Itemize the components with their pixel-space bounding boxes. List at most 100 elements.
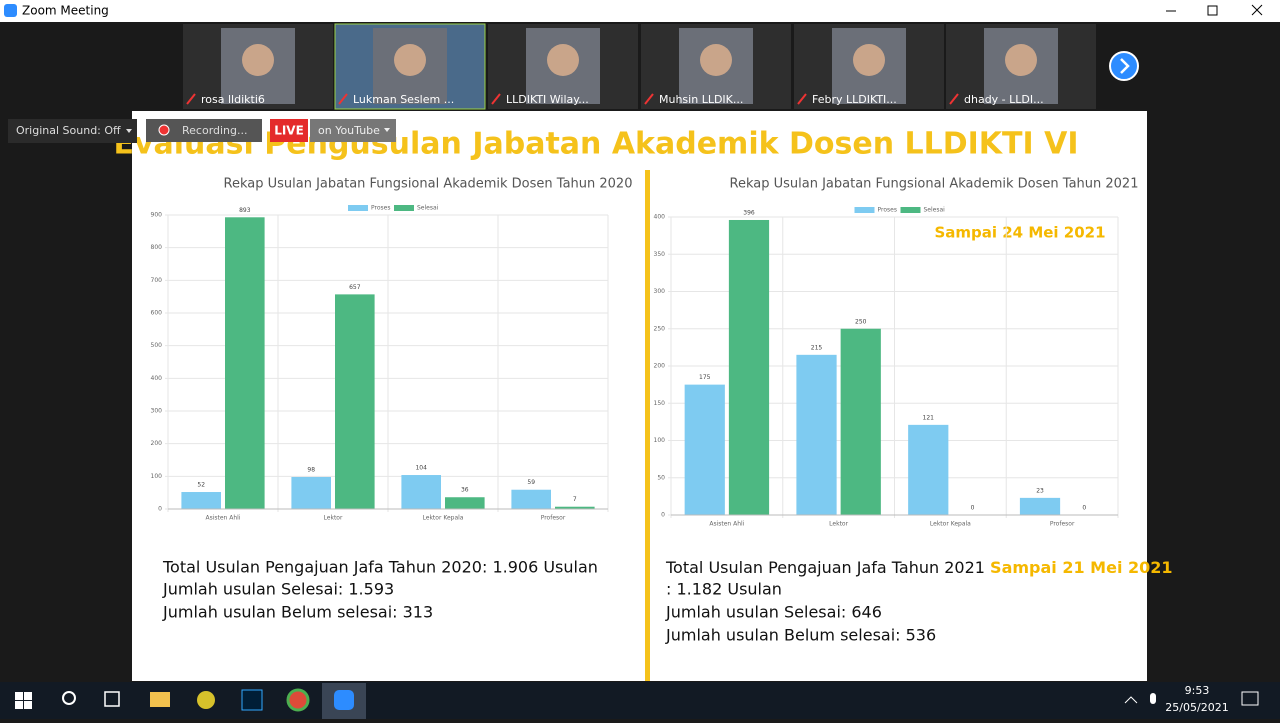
- y-tick-label: 250: [654, 325, 666, 332]
- data-label: 0: [971, 505, 975, 512]
- face: [547, 44, 579, 76]
- y-tick-label: 300: [151, 408, 163, 415]
- data-label: 175: [699, 374, 711, 381]
- participant-name: LLDIKTI Wilay...: [506, 93, 589, 106]
- summary-line: Total Usulan Pengajuan Jafa Tahun 2021 S…: [665, 558, 1173, 577]
- restore[interactable]: [1207, 5, 1218, 16]
- x-tick-label: Asisten Ahli: [709, 521, 744, 528]
- close[interactable]: [1251, 4, 1263, 16]
- y-tick-label: 900: [151, 212, 163, 219]
- chrome-icon[interactable]: [286, 688, 310, 712]
- bar: [401, 475, 441, 509]
- explorer-icon[interactable]: [150, 692, 170, 707]
- bar: [684, 384, 725, 515]
- zoom-icon: [334, 690, 354, 710]
- notifications[interactable]: [1241, 691, 1259, 706]
- legend-swatch: [854, 207, 875, 213]
- y-tick-label: 800: [151, 244, 163, 251]
- data-label: 0: [1082, 505, 1086, 512]
- face: [853, 44, 885, 76]
- legend-swatch: [394, 205, 414, 211]
- mic-muted: [949, 93, 959, 105]
- summary-line: Jumlah usulan Belum selesai: 536: [665, 626, 936, 645]
- x-tick-label: Profesor: [541, 515, 566, 522]
- x-tick-label: Lektor: [829, 521, 848, 528]
- data-label: 396: [743, 209, 755, 216]
- y-tick-label: 400: [151, 375, 163, 382]
- participant-strip: rosa lldikti6 Lukman Seslem ... LLDIKTI Wi…: [183, 23, 1096, 110]
- next-page[interactable]: [1109, 51, 1139, 81]
- mic-muted: [797, 93, 807, 105]
- live-label: LIVE: [274, 124, 304, 138]
- photoshop-icon[interactable]: [241, 689, 263, 711]
- legend-swatch: [348, 205, 368, 211]
- stream-dropdown[interactable]: [384, 128, 390, 132]
- summary-highlight: Sampai 21 Mei 2021: [990, 558, 1173, 577]
- live-badge: [270, 119, 308, 142]
- data-label: 657: [349, 284, 361, 291]
- bar: [225, 217, 265, 509]
- data-label: 250: [855, 318, 867, 325]
- y-tick-label: 700: [151, 277, 163, 284]
- bar: [908, 424, 949, 515]
- summary-line: Total Usulan Pengajuan Jafa Tahun 2020: …: [162, 558, 598, 577]
- bar: [728, 219, 770, 516]
- recording-box: [146, 119, 262, 142]
- x-tick-label: Lektor Kepala: [930, 521, 971, 528]
- y-tick-label: 350: [654, 251, 666, 258]
- data-label: 121: [923, 414, 935, 421]
- clock-time: 9:53: [1185, 684, 1210, 697]
- clock-date: 25/05/2021: [1165, 701, 1228, 714]
- data-label: 7: [573, 496, 577, 503]
- y-tick-label: 50: [657, 474, 665, 481]
- sound-button[interactable]: [8, 119, 137, 143]
- data-label: 104: [415, 465, 427, 472]
- face: [242, 44, 274, 76]
- summary-line: Jumlah usulan Selesai: 1.593: [162, 580, 394, 599]
- bar: [335, 294, 375, 509]
- participant-name: Muhsin LLDIK...: [659, 93, 743, 106]
- y-tick-label: 500: [151, 342, 163, 349]
- chart-title: Rekap Usulan Jabatan Fungsional Akademik…: [224, 177, 633, 192]
- y-tick-label: 300: [654, 288, 666, 295]
- participant-name: Lukman Seslem ...: [353, 93, 454, 106]
- summary-line: Jumlah usulan Belum selesai: 313: [162, 603, 433, 622]
- summary-line: : 1.182 Usulan: [666, 580, 782, 599]
- summary-line: Jumlah usulan Selesai: 646: [665, 603, 882, 622]
- charts: Rekap Usulan Jabatan Fungsional Akademik…: [151, 177, 1139, 528]
- next-arrow: [1120, 58, 1130, 74]
- data-label: 52: [197, 482, 205, 489]
- x-tick-label: Asisten Ahli: [205, 515, 240, 522]
- mic-muted: [644, 93, 654, 105]
- slide: [132, 111, 1147, 681]
- tray-chevron[interactable]: [1124, 696, 1138, 704]
- app-icon[interactable]: [197, 691, 215, 709]
- task-view[interactable]: [104, 691, 120, 707]
- annotation: Sampai 24 Mei 2021: [934, 224, 1105, 242]
- start-button[interactable]: [15, 692, 32, 709]
- sound-label: Original Sound: Off: [16, 124, 121, 137]
- y-tick-label: 200: [654, 363, 666, 370]
- mic-muted: [186, 93, 196, 105]
- data-label: 98: [307, 466, 315, 473]
- y-tick-label: 400: [654, 214, 666, 221]
- y-tick-label: 0: [661, 512, 665, 519]
- stream-button[interactable]: [310, 119, 396, 142]
- divider: [645, 170, 650, 681]
- mic-muted: [491, 93, 501, 105]
- y-tick-label: 150: [654, 400, 666, 407]
- face: [394, 44, 426, 76]
- search-icon[interactable]: [62, 691, 76, 705]
- bar: [840, 328, 881, 515]
- participant-name: Febry LLDIKTI...: [812, 93, 897, 106]
- bar: [511, 489, 551, 509]
- y-tick-label: 0: [158, 506, 162, 513]
- mic-icon[interactable]: [1150, 693, 1156, 704]
- data-label: 59: [527, 479, 535, 486]
- chart-title: Rekap Usulan Jabatan Fungsional Akademik…: [730, 177, 1139, 192]
- bar: [181, 492, 221, 509]
- sound-dropdown[interactable]: [126, 129, 132, 133]
- x-tick-label: Lektor: [324, 515, 343, 522]
- participant-name: dhady - LLDI...: [964, 93, 1044, 106]
